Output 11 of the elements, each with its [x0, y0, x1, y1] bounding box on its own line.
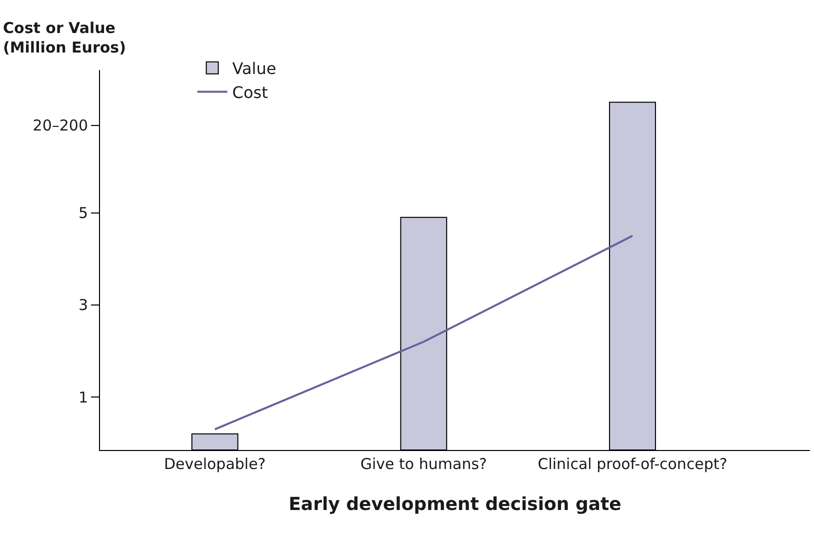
- x-tick-label: Clinical proof-of-concept?: [538, 455, 728, 473]
- legend-label: Value: [232, 59, 276, 78]
- y-tick-label: 5: [78, 204, 88, 222]
- x-axis-title: Early development decision gate: [288, 494, 622, 516]
- y-tick-label: 3: [78, 296, 88, 314]
- y-axis-title: Cost or Value (Million Euros): [3, 19, 126, 56]
- y-tick-label: 20–200: [32, 116, 88, 135]
- x-tick-label: Give to humans?: [360, 455, 487, 473]
- x-tick-label: Developable?: [164, 455, 266, 473]
- legend-label: Cost: [232, 82, 268, 102]
- y-tick-label: 1: [78, 388, 88, 406]
